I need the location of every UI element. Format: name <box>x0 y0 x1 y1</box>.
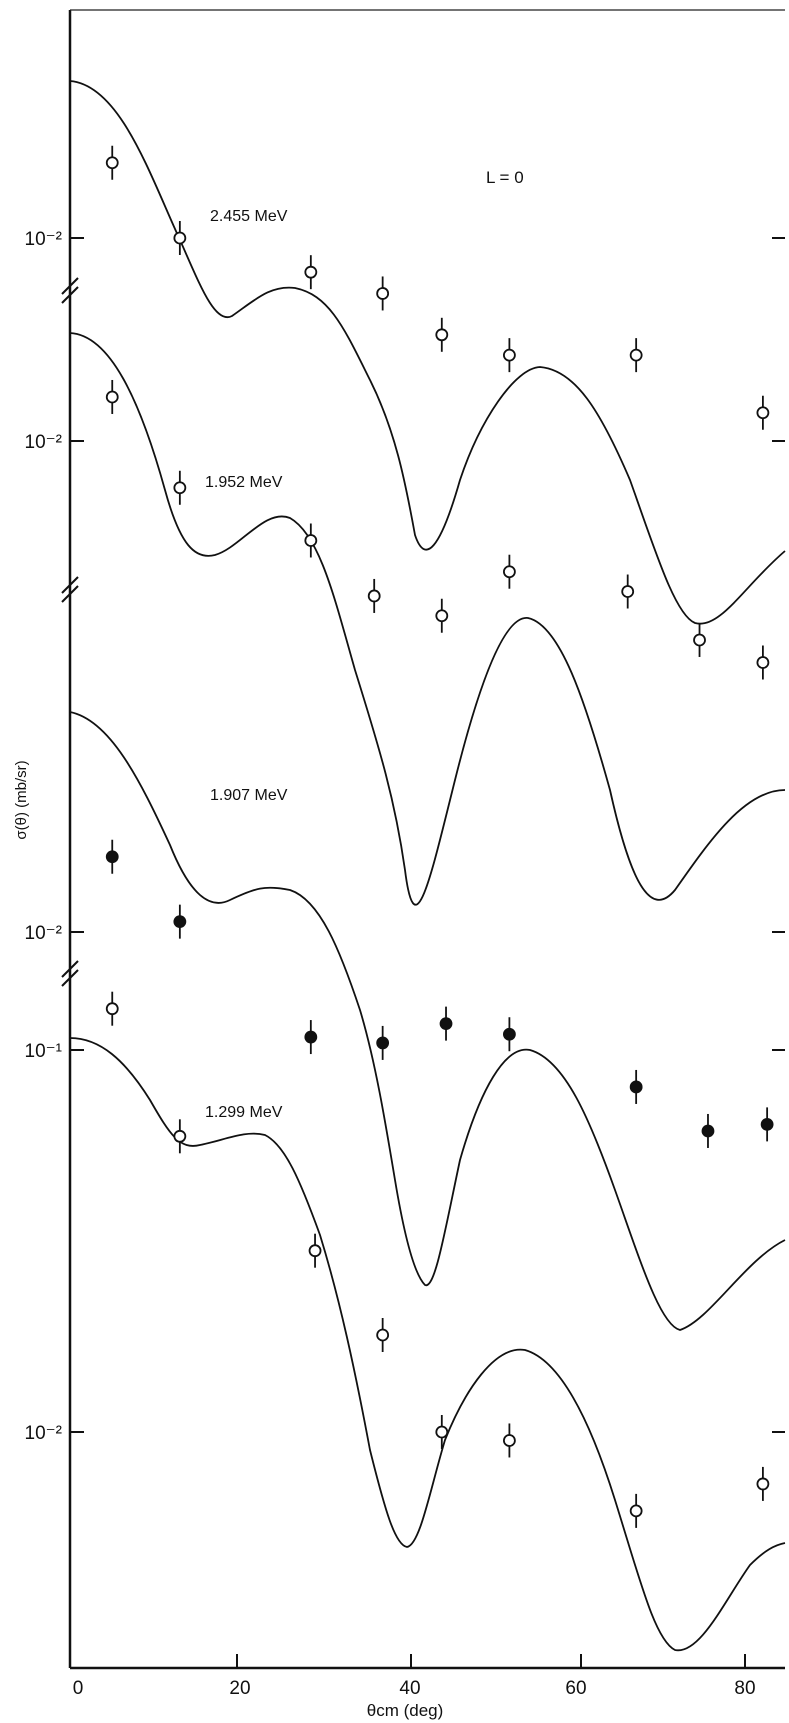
x-tick-label: 80 <box>734 1678 755 1699</box>
data-point <box>376 1328 390 1342</box>
axes <box>68 9 785 1670</box>
fit-curve-1299 <box>69 1037 786 1651</box>
series-labels: 2.455 MeV 1.952 MeV 1.907 MeV 1.299 MeV <box>205 208 288 1121</box>
data-point <box>629 1080 643 1094</box>
series-label: 1.907 MeV <box>210 787 288 804</box>
x-tick-labels: 0 20 40 60 80 <box>73 1678 756 1699</box>
x-tick-label: 0 <box>73 1678 84 1699</box>
data-point <box>376 1036 390 1050</box>
data-point <box>304 1030 318 1044</box>
data-point <box>105 390 119 404</box>
data-point <box>435 1425 449 1439</box>
y-axis-label: σ(θ) (mb/sr) <box>13 760 30 839</box>
x-axis-label: θcm (deg) <box>367 1701 444 1720</box>
data-point <box>439 1017 453 1031</box>
data-marks <box>105 145 774 1528</box>
axis-break <box>61 576 79 594</box>
data-point <box>173 231 187 245</box>
data-point <box>367 589 381 603</box>
data-point <box>629 348 643 362</box>
data-point <box>502 1434 516 1447</box>
data-point <box>105 156 119 170</box>
data-point <box>105 850 119 864</box>
y-tick-label: 10⁻² <box>25 1423 63 1444</box>
x-tick-label: 20 <box>229 1678 250 1699</box>
data-point <box>173 915 187 929</box>
y-tick-label: 10⁻² <box>25 229 63 250</box>
data-point <box>502 565 516 579</box>
axis-break <box>61 969 79 987</box>
fit-curve-2455 <box>69 80 786 625</box>
chart-title: L = 0 <box>486 168 524 187</box>
y-tick-label: 10⁻¹ <box>25 1041 63 1062</box>
data-point <box>502 348 516 362</box>
series-label: 1.952 MeV <box>205 474 283 491</box>
series-label: 2.455 MeV <box>210 208 288 225</box>
data-point <box>376 287 390 300</box>
data-point <box>435 609 449 623</box>
axis-break-marks <box>61 277 79 987</box>
fit-curves <box>69 80 786 1651</box>
axis-break <box>61 286 79 304</box>
data-point <box>304 265 318 279</box>
fit-curve-1952 <box>69 332 786 906</box>
x-tick-label: 40 <box>399 1678 420 1699</box>
data-point <box>173 481 187 495</box>
data-point <box>621 585 635 598</box>
data-point <box>701 1124 715 1138</box>
data-point <box>756 406 770 420</box>
y-tick-label: 10⁻² <box>25 923 63 944</box>
axis-break <box>61 960 79 978</box>
data-point <box>502 1027 516 1041</box>
fit-curve-1907 <box>69 711 786 1331</box>
axis-break <box>61 277 79 295</box>
data-point <box>756 1477 770 1491</box>
x-axis-ticks <box>69 1654 746 1668</box>
y-tick-labels: 10⁻² 10⁻² 10⁻² 10⁻¹ 10⁻² <box>25 229 63 1444</box>
data-point <box>629 1504 643 1518</box>
data-point <box>173 1129 187 1143</box>
data-point <box>760 1117 774 1131</box>
y-axis-ticks <box>70 237 785 1433</box>
data-point <box>304 534 318 547</box>
series-label: 1.299 MeV <box>205 1104 283 1121</box>
data-point <box>756 656 770 669</box>
x-tick-label: 60 <box>565 1678 586 1699</box>
data-point <box>693 633 706 647</box>
data-point <box>105 1002 119 1016</box>
data-point <box>308 1244 322 1258</box>
data-point <box>435 328 449 342</box>
axis-break <box>61 585 79 603</box>
y-tick-label: 10⁻² <box>25 432 63 453</box>
